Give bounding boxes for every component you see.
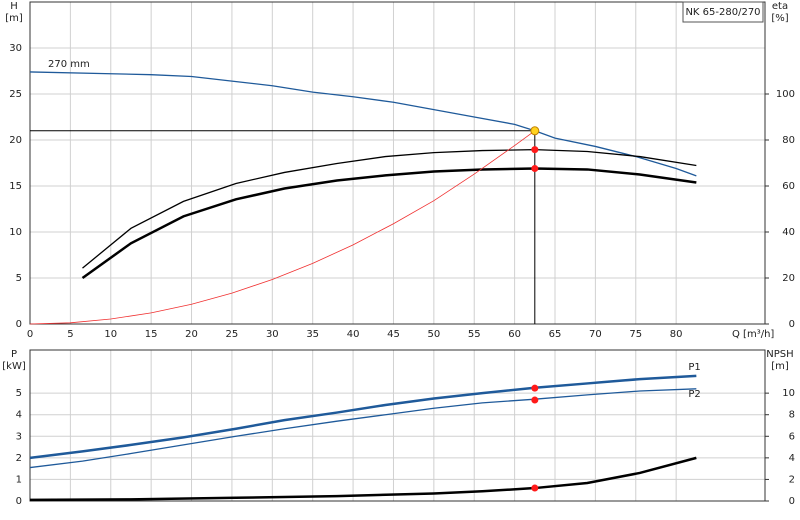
y-tick-label: 5 [16, 273, 22, 284]
y2-tick-label: 10 [782, 388, 795, 399]
x-tick-label: 25 [226, 329, 239, 340]
series-label: P2 [688, 389, 700, 400]
y-axis-label: [kW] [2, 361, 26, 372]
y2-tick-label: 4 [789, 453, 795, 464]
x-tick-label: 35 [306, 329, 319, 340]
x-tick-label: 20 [185, 329, 198, 340]
x-tick-label: 10 [104, 329, 117, 340]
y-tick-label: 10 [9, 227, 22, 238]
x-tick-label: 5 [67, 329, 73, 340]
marker [531, 165, 539, 173]
y2-tick-label: 8 [789, 410, 795, 421]
series-line [29, 130, 536, 325]
y2-axis-label: [%] [771, 13, 788, 24]
x-tick-label: 60 [508, 329, 521, 340]
y2-axis-label: NPSH [766, 349, 793, 360]
series-line [29, 374, 697, 460]
x-tick-label: 55 [468, 329, 481, 340]
y-tick-label: 25 [9, 89, 22, 100]
y2-tick-label: 0 [789, 319, 795, 330]
series-line [29, 388, 697, 469]
y-axis-label: [m] [5, 13, 23, 24]
y2-tick-label: 60 [782, 181, 795, 192]
x-tick-label: 15 [145, 329, 158, 340]
y2-axis-label: eta [772, 1, 788, 12]
y-tick-label: 15 [9, 181, 22, 192]
y2-tick-label: 6 [789, 431, 795, 442]
marker [531, 146, 539, 154]
x-tick-label: 80 [670, 329, 683, 340]
x-tick-label: 0 [27, 329, 33, 340]
y2-tick-label: 100 [776, 89, 795, 100]
y-axis-label: P [11, 349, 17, 360]
y2-tick-label: 80 [782, 135, 795, 146]
series-line [29, 71, 697, 177]
series-label: 270 mm [48, 59, 90, 70]
x-axis-label: Q [m³/h] [732, 329, 774, 340]
x-tick-label: 65 [549, 329, 562, 340]
y-tick-label: 3 [16, 431, 22, 442]
series-line [81, 167, 697, 280]
y-tick-label: 4 [16, 410, 22, 421]
series-label: P1 [688, 362, 700, 373]
y2-tick-label: 0 [789, 496, 795, 507]
series-line [29, 456, 697, 502]
title-box [682, 1, 764, 23]
y-tick-label: 20 [9, 135, 22, 146]
chart-title: NK 65-280/270 [685, 7, 760, 18]
x-tick-label: 40 [347, 329, 360, 340]
y2-tick-label: 40 [782, 227, 795, 238]
x-tick-label: 70 [589, 329, 602, 340]
y-tick-label: 2 [16, 453, 22, 464]
plot-frame [29, 1, 766, 325]
y2-tick-label: 20 [782, 273, 795, 284]
y-tick-label: 5 [16, 388, 22, 399]
series-line [82, 149, 697, 269]
y-tick-label: 0 [16, 496, 22, 507]
x-tick-label: 30 [266, 329, 279, 340]
y-axis-label: H [10, 1, 18, 12]
x-tick-label: 50 [427, 329, 440, 340]
plot-frame [29, 349, 766, 502]
y-tick-label: 0 [16, 319, 22, 330]
y-tick-label: 30 [9, 43, 22, 54]
duty-point [530, 126, 540, 136]
y2-tick-label: 2 [789, 474, 795, 485]
marker [531, 484, 539, 492]
y-tick-label: 1 [16, 474, 22, 485]
marker [531, 384, 539, 392]
marker [531, 396, 539, 404]
y2-axis-label: [m] [771, 361, 789, 372]
x-tick-label: 45 [387, 329, 400, 340]
x-tick-label: 75 [629, 329, 642, 340]
